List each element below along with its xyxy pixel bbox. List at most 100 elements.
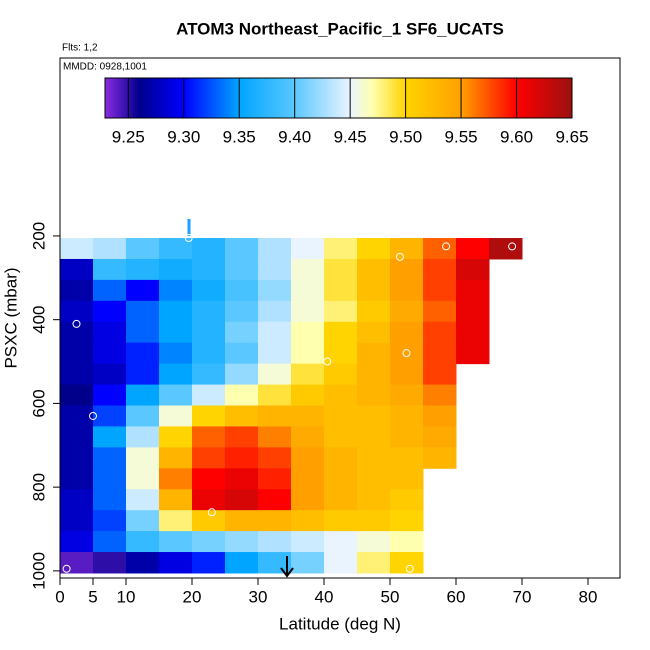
heatmap-cell (422, 238, 457, 260)
heatmap-cell (257, 363, 292, 386)
heatmap-cell (125, 342, 160, 365)
heatmap-cell (389, 510, 424, 532)
heatmap-cell (125, 363, 160, 386)
colorbar (104, 77, 573, 119)
heatmap-cell (257, 552, 292, 574)
colorbar-tick-label: 9.55 (445, 127, 478, 146)
heatmap-cell (224, 531, 259, 553)
heatmap-cell (257, 468, 292, 490)
colorbar-tick-label: 9.30 (167, 127, 200, 146)
heatmap-cell (290, 510, 325, 532)
colorbar-tick-label: 9.35 (223, 127, 256, 146)
flight-point (405, 564, 414, 573)
flight-point (72, 319, 81, 328)
heatmap-cell (356, 510, 391, 532)
heatmap-cell (422, 384, 457, 407)
heatmap-cell (224, 426, 259, 448)
heatmap-cell (92, 321, 127, 344)
x-tick-label: 5 (88, 587, 97, 606)
heatmap-cell (455, 300, 490, 323)
colorbar-tick-label: 9.65 (555, 127, 588, 146)
heatmap-cell (290, 363, 325, 386)
heatmap-cell (422, 363, 457, 386)
heatmap-cell (191, 531, 226, 553)
heatmap-cell (323, 405, 358, 427)
flight-point (88, 411, 97, 420)
heatmap-cell (257, 238, 292, 260)
heatmap-cell (323, 300, 358, 323)
flight-point (442, 242, 451, 251)
flight-point (184, 234, 193, 243)
heatmap-cell (389, 531, 424, 553)
heatmap-cell (422, 300, 457, 323)
heatmap-cell (422, 321, 457, 344)
heatmap-cell (158, 552, 193, 574)
heatmap-cell (125, 238, 160, 260)
heatmap-cell (257, 405, 292, 427)
heatmap-cell (323, 447, 358, 469)
heatmap-cell (290, 321, 325, 344)
heatmap-cell (323, 426, 358, 448)
heatmap-cell (323, 279, 358, 302)
heatmap-cell (389, 468, 424, 490)
heatmap-cell (323, 552, 358, 574)
y-tick-label: 400 (29, 305, 48, 333)
colorbar-tick-label: 9.45 (334, 127, 367, 146)
heatmap-cell (158, 258, 193, 281)
heatmap-cell (323, 342, 358, 365)
heatmap-cell (422, 447, 457, 469)
heatmap-cell (356, 258, 391, 281)
heatmap-cell (191, 552, 226, 574)
heatmap-cell (290, 552, 325, 574)
heatmap-cell (356, 384, 391, 407)
heatmap-cell (422, 279, 457, 302)
heatmap-cell (323, 238, 358, 260)
heatmap-cell (389, 384, 424, 407)
heatmap-cell (191, 510, 226, 532)
heatmap-cell (92, 384, 127, 407)
heatmap-cell (191, 447, 226, 469)
x-axis-label: Latitude (deg N) (279, 614, 401, 633)
heatmap-cell (224, 238, 259, 260)
heatmap-cell (60, 300, 94, 323)
x-tick-label: 70 (513, 587, 532, 606)
heatmap-cell (356, 531, 391, 553)
heatmap-cell (60, 258, 94, 281)
heatmap-cell (92, 279, 127, 302)
heatmap-cell (290, 531, 325, 553)
heatmap-cell (356, 552, 391, 574)
heatmap-cell (92, 363, 127, 386)
heatmap-cell (455, 258, 490, 281)
heatmap-cell (290, 258, 325, 281)
x-tick-label: 80 (579, 587, 598, 606)
heatmap-cell (488, 238, 523, 260)
heatmap-cell (125, 321, 160, 344)
heatmap-cell (389, 258, 424, 281)
heatmap-cell (356, 447, 391, 469)
heatmap-cell (389, 363, 424, 386)
heatmap-cell (323, 489, 358, 511)
heatmap-cell (125, 489, 160, 511)
heatmap-cell (422, 426, 457, 448)
heatmap-cell (158, 342, 193, 365)
colorbar-tick-label: 9.40 (278, 127, 311, 146)
heatmap-cell (257, 426, 292, 448)
heatmap-cell (158, 384, 193, 407)
heatmap-cell (290, 489, 325, 511)
heatmap-cell (60, 447, 94, 469)
heatmap-cell (60, 238, 94, 260)
heatmap-cell (60, 384, 94, 407)
heatmap-cell (224, 321, 259, 344)
flight-point (508, 242, 517, 251)
heatmap-cell (60, 405, 94, 427)
heatmap-cell (356, 489, 391, 511)
heatmap-cell (158, 321, 193, 344)
heatmap-cell (158, 238, 193, 260)
heatmap-cell (92, 552, 127, 574)
heatmap-cell (290, 279, 325, 302)
heatmap-cell (92, 342, 127, 365)
heatmap-cell (389, 300, 424, 323)
heatmap-cell (224, 489, 259, 511)
heatmap-cell (224, 279, 259, 302)
heatmap-cell (158, 426, 193, 448)
